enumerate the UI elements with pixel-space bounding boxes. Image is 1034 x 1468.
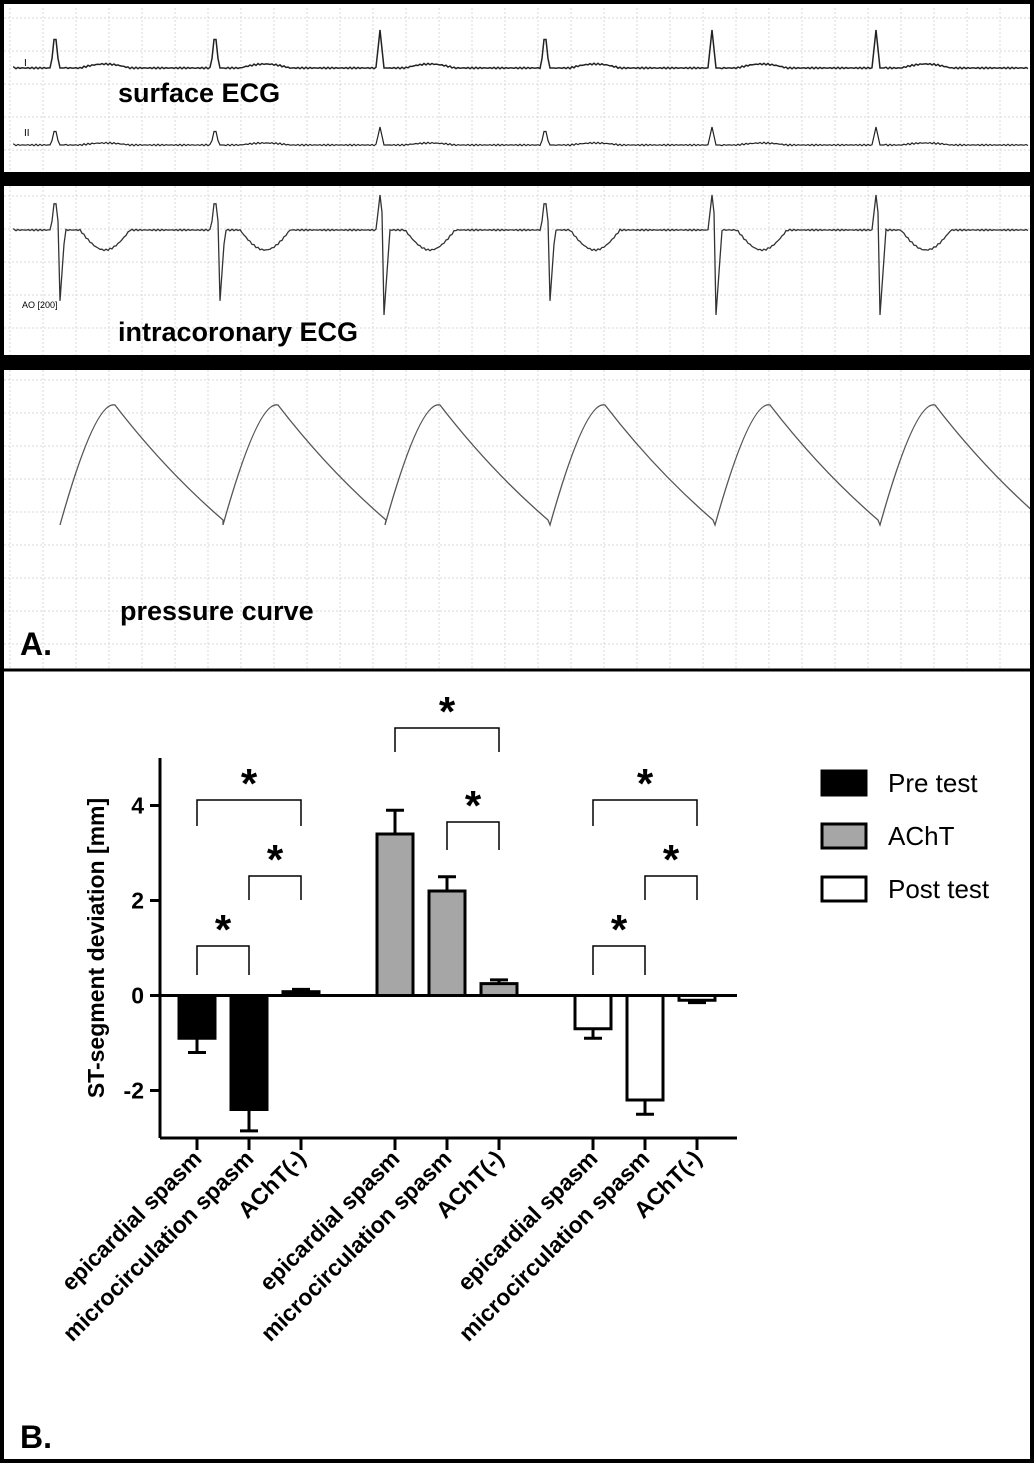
bar — [575, 996, 611, 1029]
panel-label: A. — [20, 626, 52, 662]
lead-label: I — [24, 58, 27, 69]
significance-star: * — [215, 906, 232, 953]
y-tick-label: 0 — [131, 983, 144, 1009]
legend-label: AChT — [888, 821, 955, 851]
legend-label: Pre test — [888, 768, 978, 798]
bar — [231, 996, 267, 1110]
significance-star: * — [611, 906, 628, 953]
legend-swatch — [822, 824, 866, 848]
trace-label: intracoronary ECG — [118, 317, 358, 347]
panel-label: B. — [20, 1419, 52, 1455]
separator — [0, 355, 1034, 370]
legend-label: Post test — [888, 874, 990, 904]
legend-swatch — [822, 771, 866, 795]
trace-label: pressure curve — [120, 596, 314, 626]
legend-swatch — [822, 877, 866, 901]
significance-star: * — [465, 782, 482, 829]
bar — [481, 984, 517, 996]
y-axis-label: ST-segment deviation [mm] — [83, 798, 109, 1098]
lead-label: II — [24, 128, 30, 139]
bar — [377, 834, 413, 996]
y-tick-label: 4 — [131, 793, 144, 819]
significance-star: * — [663, 836, 680, 883]
bar — [429, 891, 465, 996]
significance-star: * — [637, 760, 654, 807]
bar — [627, 996, 663, 1101]
figure: I II AO [200] surface ECG intracoronary … — [0, 0, 1034, 1463]
significance-star: * — [267, 836, 284, 883]
trace-label: surface ECG — [118, 78, 280, 108]
y-tick-label: 2 — [131, 888, 144, 914]
bar — [179, 996, 215, 1039]
lead-label: AO [200] — [22, 300, 58, 310]
significance-star: * — [439, 688, 456, 735]
y-tick-label: -2 — [124, 1078, 144, 1104]
significance-star: * — [241, 760, 258, 807]
separator — [0, 172, 1034, 186]
